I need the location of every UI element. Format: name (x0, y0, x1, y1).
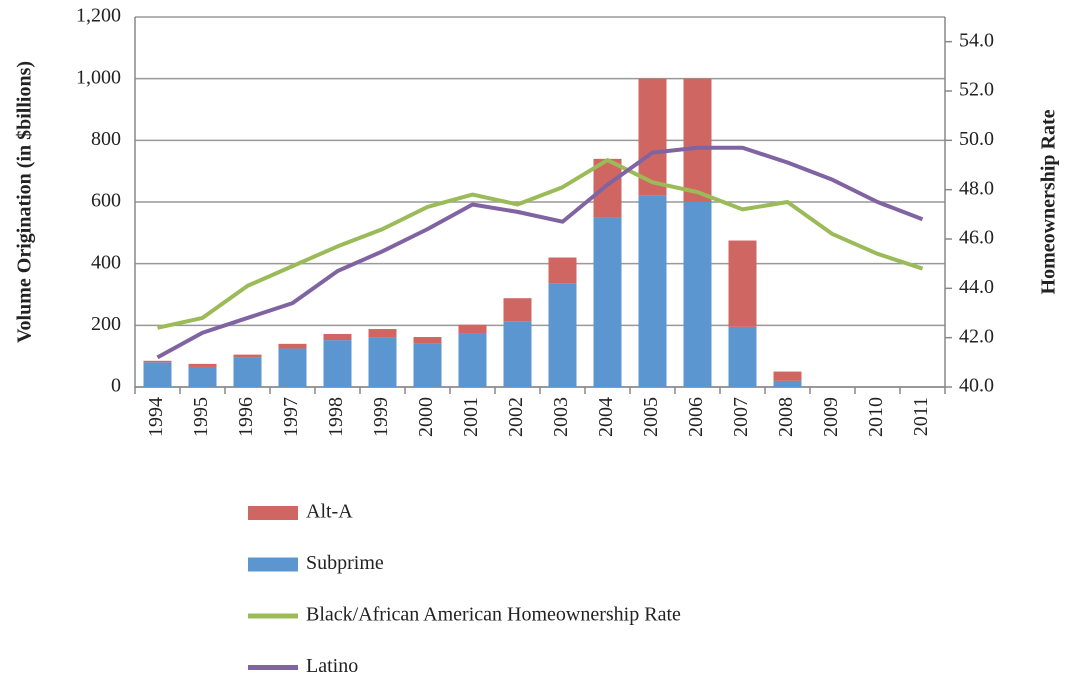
y2-tick-label: 52.0 (959, 79, 994, 101)
x-tick-label: 2006 (685, 397, 707, 437)
y-tick-label: 1,200 (76, 5, 121, 27)
bar (458, 333, 487, 387)
x-tick-label: 2007 (730, 397, 752, 437)
y2-tick-label: 44.0 (959, 276, 994, 298)
bar (638, 195, 667, 387)
bar (278, 343, 307, 349)
x-tick-label: 2001 (460, 397, 482, 437)
x-tick-label: 1995 (190, 397, 212, 437)
x-tick-label: 2008 (775, 397, 797, 437)
bar (413, 343, 442, 387)
y-tick-label: 400 (91, 251, 121, 273)
bar (773, 371, 802, 381)
y-tick-label: 200 (91, 313, 121, 335)
bar (458, 324, 487, 334)
x-tick-label: 1996 (235, 397, 257, 437)
y2-tick-label: 46.0 (959, 227, 994, 249)
y2-tick-label: 50.0 (959, 128, 994, 150)
y2-tick-label: 42.0 (959, 325, 994, 347)
legend-label: Alt-A (306, 501, 353, 523)
x-tick-label: 1999 (370, 397, 392, 437)
x-tick-label: 2003 (550, 397, 572, 437)
bar (548, 283, 577, 387)
bar (188, 363, 217, 367)
y2-axis-title: Homeownership Rate (1038, 109, 1060, 294)
bar (593, 158, 622, 218)
y2-tick-label: 40.0 (959, 375, 994, 397)
bar (593, 217, 622, 387)
y-tick-label: 600 (91, 190, 121, 212)
y-tick-label: 1,000 (76, 66, 121, 88)
x-tick-label: 2009 (820, 397, 842, 437)
line (157, 158, 924, 330)
x-tick-label: 2002 (505, 397, 527, 437)
legend-swatch (248, 506, 298, 520)
bar (683, 202, 712, 387)
bar (548, 257, 577, 284)
legend-label: Latino (306, 655, 358, 677)
bar (773, 380, 802, 387)
bar (323, 340, 352, 387)
x-tick-label: 1994 (145, 397, 167, 437)
bar (143, 360, 172, 363)
bar (368, 329, 397, 338)
bar (188, 366, 217, 387)
x-tick-label: 2011 (910, 397, 932, 436)
bar (278, 348, 307, 387)
y2-tick-label: 48.0 (959, 177, 994, 199)
bar (143, 362, 172, 387)
bar (233, 357, 262, 387)
x-tick-label: 2000 (415, 397, 437, 437)
x-tick-label: 2005 (640, 397, 662, 437)
bar (683, 78, 712, 202)
bar (413, 337, 442, 344)
bar (503, 298, 532, 322)
x-tick-label: 1997 (280, 397, 302, 437)
y-axis-title: Volume Origination (in $billions) (14, 61, 36, 343)
y2-tick-label: 54.0 (959, 29, 994, 51)
bar (728, 326, 757, 387)
y-tick-label: 0 (111, 375, 121, 397)
bar (503, 321, 532, 387)
bar (368, 337, 397, 387)
x-tick-label: 1998 (325, 397, 347, 437)
bar (728, 240, 757, 327)
legend-swatch (248, 557, 298, 572)
line (156, 145, 924, 360)
y-tick-label: 800 (91, 128, 121, 150)
legend-label: Subprime (306, 552, 384, 574)
x-tick-label: 2004 (595, 397, 617, 437)
bar (323, 333, 352, 341)
legend-label: Black/African American Homeownership Rat… (306, 604, 681, 626)
bar (233, 354, 262, 358)
x-tick-label: 2010 (865, 397, 887, 437)
